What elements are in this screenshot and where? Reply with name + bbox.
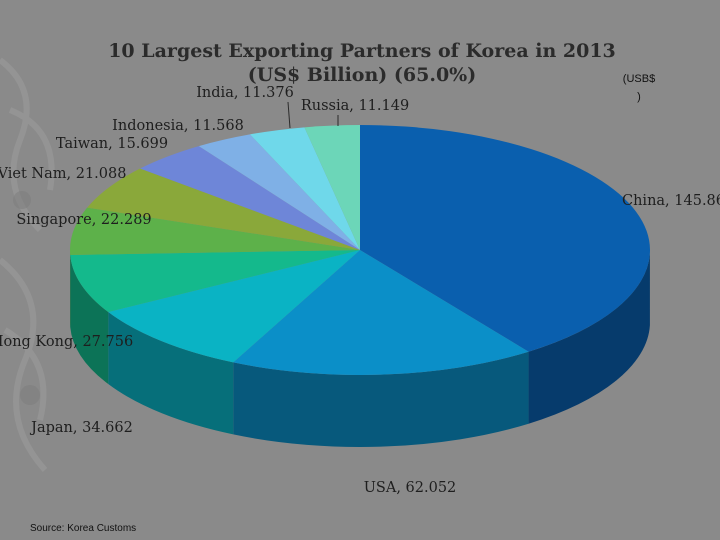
- slice-labels: China, 145.869 USA, 62.052 Japan, 34.662 Ho…: [0, 85, 720, 496]
- source-note: Source: Korea Customs: [30, 523, 137, 534]
- corner-note-line-2: ): [637, 91, 641, 103]
- pie-depth: [70, 250, 650, 447]
- slice-viet-nam: [87, 168, 360, 250]
- slice-japan: [108, 250, 361, 363]
- slice-label-russia: Russia, 11.149: [301, 98, 409, 114]
- slice-label-singapore: Singapore, 22.289: [16, 212, 151, 228]
- slice-side-china: [528, 253, 650, 424]
- slice-singapore: [70, 207, 360, 255]
- slice-label-india: India, 11.376: [196, 85, 294, 101]
- slice-side-hong-kong: [70, 254, 109, 385]
- slice-label-usa: USA, 62.052: [364, 480, 457, 496]
- slice-side-japan: [108, 312, 234, 435]
- corner-note-line-1: (USB$: [622, 73, 656, 85]
- slice-label-taiwan: Taiwan, 15.699: [56, 136, 168, 152]
- chart-title-line-2: (US$ Billion) (65.0%): [248, 64, 476, 86]
- slice-label-viet-nam: Viet Nam, 21.088: [0, 166, 126, 182]
- slice-label-japan: Japan, 34.662: [29, 420, 133, 436]
- slice-label-indonesia: Indonesia, 11.568: [112, 118, 244, 134]
- pie-slices: [70, 125, 651, 375]
- slice-label-china: China, 145.869: [622, 193, 720, 209]
- slice-taiwan: [140, 146, 360, 250]
- slice-label-hong-kong: Hong Kong, 27.756: [0, 334, 133, 350]
- slice-hong-kong: [70, 250, 361, 313]
- chart-title-line-1: 10 Largest Exporting Partners of Korea i…: [108, 40, 616, 62]
- slice-side-usa: [233, 351, 529, 447]
- slice-russia: [304, 125, 360, 250]
- slice-india: [249, 127, 360, 250]
- chart-title: 10 Largest Exporting Partners of Korea i…: [108, 40, 616, 86]
- slice-indonesia: [198, 134, 360, 250]
- leader-line-india: [287, 101, 291, 129]
- corner-note: (USB$ ): [617, 70, 661, 106]
- slice-china: [360, 125, 651, 352]
- slice-usa: [233, 250, 529, 375]
